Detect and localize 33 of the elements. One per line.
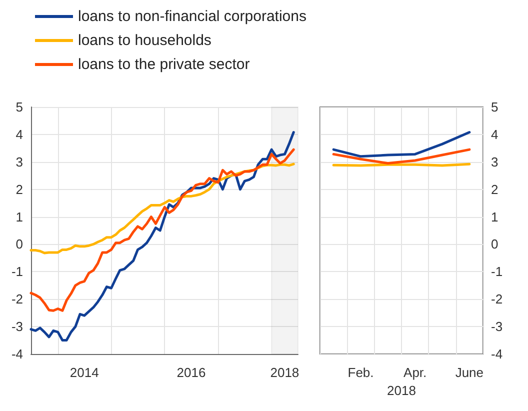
x-tick-label: 2018 bbox=[270, 365, 300, 380]
x-tick-label: 2014 bbox=[70, 365, 99, 380]
x-axis-title: 2018 bbox=[387, 382, 416, 398]
y-tick-label: -2 bbox=[11, 292, 23, 307]
y-tick-label: 3 bbox=[491, 154, 498, 170]
y-tick-label: -4 bbox=[491, 346, 503, 362]
y-tick-label: 3 bbox=[16, 154, 23, 170]
y-tick-label: 4 bbox=[491, 126, 498, 142]
y-tick-label: 2 bbox=[491, 182, 498, 197]
y-tick-label: -1 bbox=[491, 264, 503, 280]
y-tick-label: 5 bbox=[16, 100, 23, 114]
x-tick-label: June bbox=[455, 365, 484, 380]
y-tick-label: 1 bbox=[16, 209, 23, 224]
x-tick-label: 2016 bbox=[176, 365, 206, 380]
y-tick-label: -2 bbox=[491, 292, 503, 307]
x-tick-label: Feb. bbox=[348, 365, 374, 380]
y-tick-label: -3 bbox=[11, 319, 23, 334]
y-tick-label: 2 bbox=[16, 182, 23, 197]
x-tick-label: Apr. bbox=[404, 365, 427, 380]
legend-label: loans to households bbox=[78, 32, 212, 49]
y-tick-label: 4 bbox=[16, 126, 23, 142]
line-series bbox=[332, 131, 471, 158]
line-series bbox=[332, 148, 471, 165]
y-tick-label: 5 bbox=[491, 100, 498, 114]
y-tick-label: -3 bbox=[491, 319, 503, 334]
legend-label: loans to non-financial corporations bbox=[78, 8, 306, 25]
line-series bbox=[30, 148, 295, 312]
legend-label: loans to the private sector bbox=[78, 56, 250, 73]
y-tick-label: 0 bbox=[16, 236, 23, 252]
y-tick-label: -1 bbox=[11, 264, 23, 280]
y-tick-label: 0 bbox=[491, 236, 498, 252]
y-tick-label: 1 bbox=[491, 209, 498, 224]
y-tick-label: -4 bbox=[11, 346, 23, 362]
